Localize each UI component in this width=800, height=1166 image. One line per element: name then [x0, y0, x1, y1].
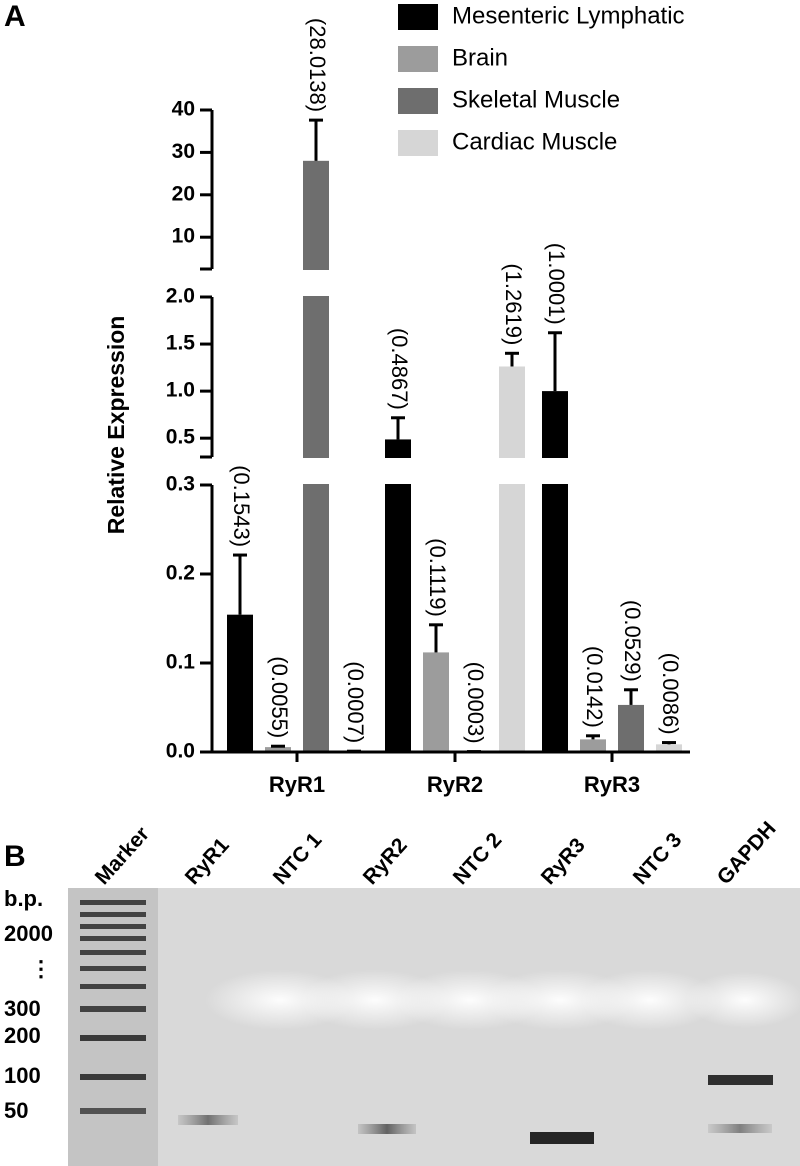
- lane-label: RyR1: [181, 834, 234, 890]
- value-label: (0.4867): [387, 328, 412, 410]
- y-tick-label: 1.0: [166, 379, 195, 402]
- gel-band: [708, 1075, 773, 1085]
- bar: [423, 652, 449, 752]
- bar: [618, 704, 644, 752]
- legend-label: Skeletal Muscle: [452, 86, 620, 113]
- bar: [656, 744, 682, 752]
- value-label: (0.0142): [582, 646, 607, 728]
- gel-band: [708, 1124, 772, 1133]
- y-tick-label: 30: [172, 140, 195, 163]
- value-label: (0.1119): [425, 538, 450, 617]
- y-tick-label: 40: [172, 98, 195, 121]
- lane-label: NTC 1: [269, 828, 327, 889]
- bar: [499, 366, 525, 752]
- value-label: (1.2619): [501, 263, 526, 345]
- value-label: (0.0007): [343, 661, 368, 743]
- size-label: ⋮: [30, 956, 52, 981]
- size-label: 300: [4, 996, 41, 1021]
- lane-label: GAPDH: [713, 817, 781, 889]
- bar: [580, 739, 606, 752]
- size-axis-title: b.p.: [4, 886, 43, 911]
- bar: [385, 439, 411, 752]
- bar: [265, 747, 291, 752]
- bar: [303, 160, 329, 753]
- legend-label: Brain: [452, 44, 508, 71]
- value-label: (0.0003): [463, 662, 488, 744]
- value-label: (0.0055): [267, 656, 292, 738]
- y-tick-label: 0.3: [166, 473, 195, 496]
- marker-bands: [80, 900, 146, 1114]
- gel-band: [178, 1115, 238, 1125]
- gel-glow: [685, 972, 800, 1028]
- panel-label: B: [4, 840, 26, 873]
- y-tick-label: 0.0: [166, 740, 195, 763]
- value-label: (28.0138): [305, 18, 330, 112]
- size-label: 50: [4, 1098, 28, 1123]
- value-label: (0.0086): [658, 653, 683, 735]
- legend-swatch: [398, 4, 438, 30]
- value-label: (0.1543): [229, 465, 254, 547]
- y-axis-label: Relative Expression: [103, 316, 129, 535]
- x-tick-label: RyR3: [584, 772, 640, 797]
- size-label: 2000: [4, 921, 53, 946]
- legend-label: Mesenteric Lymphatic: [452, 2, 685, 29]
- gel-band: [358, 1124, 416, 1134]
- lane-label: Marker: [91, 822, 154, 889]
- legend-swatch: [398, 88, 438, 114]
- y-tick-label: 0.1: [166, 651, 196, 674]
- axis-break-gap: [213, 458, 691, 484]
- lane-label: NTC 2: [449, 829, 507, 889]
- marker-lane: [68, 888, 158, 1166]
- size-label: 100: [4, 1063, 41, 1088]
- legend-swatch: [398, 130, 438, 156]
- legend-label: Cardiac Muscle: [452, 128, 617, 155]
- gel-band: [530, 1132, 594, 1144]
- gel: [68, 888, 800, 1166]
- legend-swatch: [398, 46, 438, 72]
- axis-break-gap: [213, 270, 691, 296]
- gel-background: [68, 888, 800, 1166]
- bar: [227, 614, 253, 752]
- y-tick-label: 0.5: [166, 426, 196, 449]
- y-tick-label: 2.0: [166, 285, 195, 308]
- lane-label: RyR2: [359, 834, 412, 889]
- y-tick-label: 10: [172, 225, 195, 248]
- gel-glow: [580, 970, 720, 1030]
- size-label: 200: [4, 1023, 41, 1048]
- panel-label: A: [4, 0, 26, 33]
- y-tick-label: 20: [172, 182, 195, 205]
- bar: [542, 391, 568, 752]
- value-label: (0.0529): [620, 600, 645, 682]
- x-tick-label: RyR1: [269, 772, 325, 797]
- y-tick-label: 1.5: [166, 332, 196, 355]
- x-tick-label: RyR2: [427, 772, 483, 797]
- value-label: (1.0001): [544, 243, 569, 325]
- lane-label: NTC 3: [629, 829, 687, 889]
- lane-label: RyR3: [537, 834, 590, 889]
- y-tick-label: 0.2: [166, 562, 195, 585]
